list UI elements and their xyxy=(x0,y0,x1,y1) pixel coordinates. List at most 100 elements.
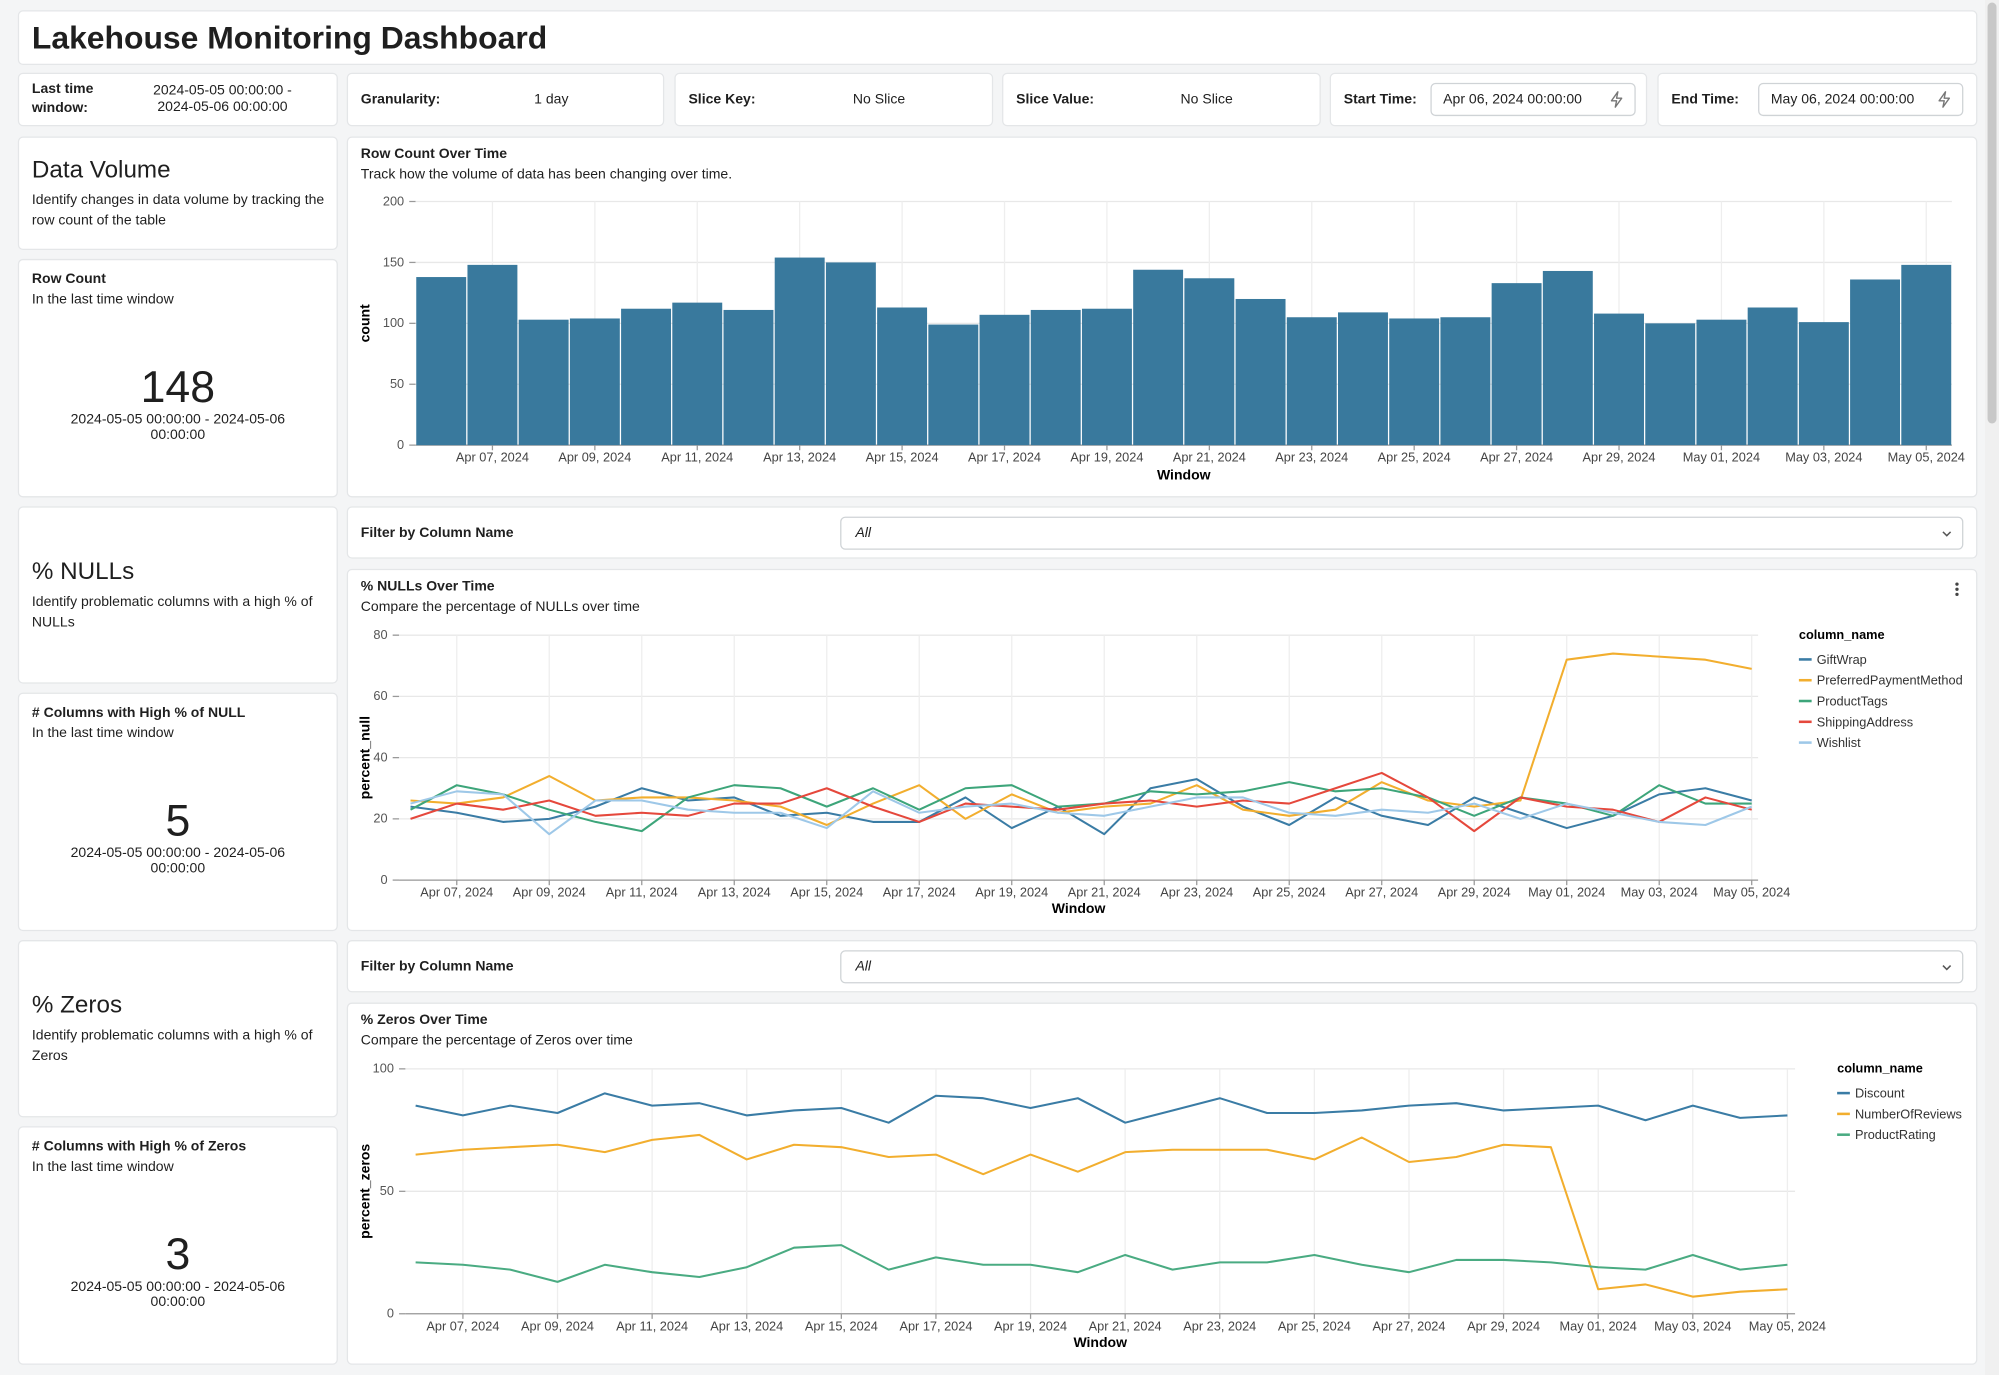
series-line xyxy=(410,790,1753,836)
bar xyxy=(1133,269,1184,446)
y-tick-label: 100 xyxy=(373,1061,394,1076)
metric-value: 148 xyxy=(140,362,216,412)
series-line xyxy=(410,652,1752,827)
y-tick-label: 100 xyxy=(383,315,404,330)
section-card: % NULLs Identify problematic columns with… xyxy=(17,506,338,684)
bar xyxy=(723,309,774,446)
y-tick-label: 60 xyxy=(373,688,387,703)
menu-dot xyxy=(1955,582,1959,586)
y-axis-label: percent_null xyxy=(357,716,373,799)
x-tick-label: Apr 21, 2024 xyxy=(1173,450,1246,465)
x-tick-label: May 05, 2024 xyxy=(1713,885,1790,900)
x-tick-label: Apr 27, 2024 xyxy=(1480,450,1553,465)
x-tick-label: Apr 19, 2024 xyxy=(1070,450,1143,465)
series-line xyxy=(415,1092,1788,1124)
x-tick-label: Apr 07, 2024 xyxy=(426,1318,499,1333)
filter-card: Start Time: Apr 06, 2024 00:00:00 xyxy=(1329,72,1648,127)
bar xyxy=(877,307,928,446)
column-filter-card: Filter by Column Name All xyxy=(346,940,1978,993)
y-tick-label: 0 xyxy=(380,872,387,887)
bar xyxy=(1542,270,1593,446)
chart-card: % Zeros Over Time Compare the percentage … xyxy=(346,1002,1978,1365)
metric-value: 5 xyxy=(165,795,191,846)
legend-title: column_name xyxy=(1799,627,1885,642)
bar xyxy=(569,318,620,446)
time-input-text: May 06, 2024 00:00:00 xyxy=(1770,91,1915,108)
header-card: Lakehouse Monitoring Dashboard xyxy=(17,10,1978,66)
y-tick-label: 20 xyxy=(373,811,387,826)
x-tick-label: May 01, 2024 xyxy=(1560,1318,1637,1333)
bar xyxy=(1696,319,1747,446)
x-tick-label: Apr 13, 2024 xyxy=(698,885,771,900)
chart-subtitle: Compare the percentage of NULLs over tim… xyxy=(360,599,640,615)
x-tick-label: Apr 17, 2024 xyxy=(968,450,1041,465)
x-tick-label: Apr 27, 2024 xyxy=(1372,1318,1445,1333)
x-tick-label: Apr 07, 2024 xyxy=(456,450,529,465)
y-tick-label: 0 xyxy=(397,437,404,452)
filter-value: 1 day xyxy=(534,91,569,108)
chart: 0 50 100 150 200 Apr 07, 2024 Apr 09, 2024 Apr … xyxy=(357,193,1965,483)
filter-label: Start Time: xyxy=(1343,91,1417,107)
column-filter-dropdown[interactable]: All xyxy=(840,950,1964,984)
x-tick-label: Apr 23, 2024 xyxy=(1275,450,1348,465)
legend-label: ProductTags xyxy=(1817,693,1888,708)
x-tick-label: Apr 15, 2024 xyxy=(790,885,863,900)
y-tick-label: 50 xyxy=(380,1183,394,1198)
x-axis-label: Window xyxy=(1073,1334,1127,1350)
column-filter-label: Filter by Column Name xyxy=(360,524,514,541)
bar xyxy=(1389,318,1440,446)
menu-dot xyxy=(1955,587,1959,591)
legend-label: NumberOfReviews xyxy=(1855,1106,1962,1121)
y-axis-label: percent_zeros xyxy=(357,1144,373,1239)
legend-label: Discount xyxy=(1855,1086,1905,1101)
metric-title: # Columns with High % of Zeros xyxy=(31,1139,247,1155)
section-description: Identify problematic columns with a high… xyxy=(31,1027,313,1064)
dashboard-title: Lakehouse Monitoring Dashboard xyxy=(31,20,548,57)
bar xyxy=(1235,298,1286,446)
menu-dot xyxy=(1955,592,1959,597)
column-filter-label: Filter by Column Name xyxy=(360,958,514,974)
x-tick-label: Apr 17, 2024 xyxy=(899,1318,972,1333)
x-axis-label: Window xyxy=(1157,467,1211,483)
bar xyxy=(1901,264,1952,446)
lightning-icon[interactable] xyxy=(1937,91,1952,109)
bar xyxy=(416,277,467,446)
y-tick-label: 150 xyxy=(383,254,404,269)
section-description: Identify problematic columns with a high… xyxy=(31,593,313,630)
x-tick-label: May 01, 2024 xyxy=(1683,450,1760,465)
metric-subtitle: In the last time window xyxy=(31,292,174,308)
filter-card: Last time window: 2024-05-05 00:00:00 - 2… xyxy=(17,72,338,127)
lightning-shape xyxy=(1610,91,1623,108)
dropdown-chevron xyxy=(1942,531,1952,537)
x-tick-label: Apr 19, 2024 xyxy=(994,1318,1067,1333)
scrollbar-thumb[interactable] xyxy=(1987,2,1997,424)
time-input[interactable]: May 06, 2024 00:00:00 xyxy=(1758,82,1964,117)
x-tick-label: Apr 21, 2024 xyxy=(1068,885,1141,900)
filter-value: No Slice xyxy=(1180,91,1233,108)
column-filter-dropdown[interactable]: All xyxy=(840,516,1964,550)
chart-title: % Zeros Over Time xyxy=(360,1012,488,1029)
filter-card: Slice Key: No Slice xyxy=(674,72,994,127)
x-tick-label: Apr 27, 2024 xyxy=(1345,885,1418,900)
x-tick-label: May 03, 2024 xyxy=(1785,450,1862,465)
bar xyxy=(518,319,569,446)
x-tick-label: May 03, 2024 xyxy=(1654,1318,1731,1333)
x-tick-label: Apr 13, 2024 xyxy=(763,450,836,465)
chart: 0 50 100 Apr 07, 2024 Apr 09, 2024 Apr 11, 20… xyxy=(357,1061,1962,1350)
chart-subtitle: Compare the percentage of Zeros over tim… xyxy=(360,1033,633,1049)
metric-window: 2024-05-05 00:00:00 - 2024-05-06 00:00:0… xyxy=(70,1279,286,1310)
filter-label: Granularity: xyxy=(360,91,441,107)
chevron-shape xyxy=(1942,531,1952,537)
metric-card: # Columns with High % of Zeros In the las… xyxy=(17,1126,338,1365)
metric-subtitle: In the last time window xyxy=(31,1159,174,1175)
metric-subtitle: In the last time window xyxy=(31,725,174,742)
chart-title: Row Count Over Time xyxy=(360,146,508,162)
bar xyxy=(1850,279,1901,446)
time-input[interactable]: Apr 06, 2024 00:00:00 xyxy=(1430,82,1636,117)
y-tick-label: 80 xyxy=(373,627,387,642)
bar xyxy=(1030,309,1081,446)
filter-label: End Time: xyxy=(1671,91,1739,107)
column-filter-value: All xyxy=(855,959,872,975)
lightning-icon[interactable] xyxy=(1609,91,1624,109)
